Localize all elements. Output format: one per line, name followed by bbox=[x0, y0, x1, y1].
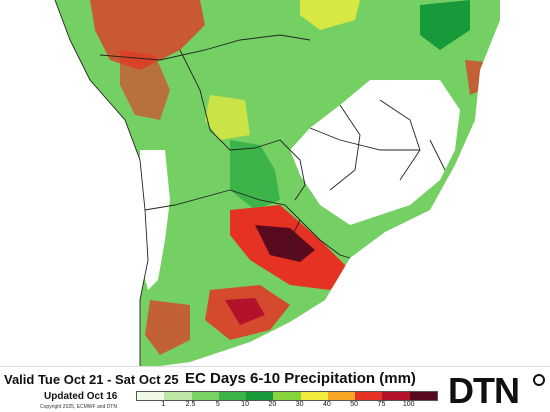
colorbar-segment bbox=[164, 392, 192, 400]
dtn-logo: DTN bbox=[448, 370, 545, 410]
colorbar-tick-label: 10 bbox=[241, 401, 249, 408]
moderate-rain-chaco bbox=[230, 140, 280, 210]
precip-colorbar bbox=[136, 391, 438, 401]
colorbar-segment bbox=[409, 392, 437, 400]
rain-bolivia bbox=[205, 95, 250, 140]
rain-patagonia bbox=[145, 300, 190, 355]
rain-north-center bbox=[300, 0, 360, 30]
heavy-rain-north-west bbox=[90, 0, 205, 70]
colorbar-segment bbox=[300, 392, 328, 400]
country-borders bbox=[54, 0, 446, 366]
rain-andes-north bbox=[120, 50, 170, 120]
colorbar-segment bbox=[327, 392, 356, 400]
svg-text:DTN: DTN bbox=[448, 370, 519, 410]
colorbar-tick-label: 50 bbox=[350, 401, 359, 408]
map-title: EC Days 6-10 Precipitation (mm) bbox=[185, 370, 416, 387]
colorbar-tick-label: 40 bbox=[323, 401, 331, 408]
copyright-text: Copyright 2025, ECMWF and DTN bbox=[40, 404, 117, 410]
colorbar-segment bbox=[218, 392, 247, 400]
colorbar-tick-label: 2.5 bbox=[185, 401, 196, 408]
colorbar-tick-label: 1 bbox=[161, 401, 166, 408]
legend-footer: Valid Tue Oct 21 - Sat Oct 25 EC Days 6-… bbox=[0, 366, 550, 412]
rain-north-east bbox=[420, 0, 470, 50]
colorbar-segment bbox=[355, 392, 383, 400]
very-heavy-rain-core bbox=[255, 225, 315, 262]
rain-south-core bbox=[225, 298, 265, 325]
colorbar-segment bbox=[273, 392, 301, 400]
colorbar-tick-label: 100 bbox=[402, 401, 415, 408]
valid-date-range: Valid Tue Oct 21 - Sat Oct 25 bbox=[4, 372, 179, 387]
colorbar-tick-label: 5 bbox=[215, 401, 220, 408]
updated-date: Updated Oct 16 bbox=[44, 391, 118, 402]
colorbar-segment bbox=[382, 392, 410, 400]
dry-area-brazil bbox=[290, 80, 460, 225]
colorbar-ticks: 1 2.5 5 10 20 30 40 50 75 100 bbox=[136, 401, 436, 411]
precipitation-map bbox=[54, 0, 500, 366]
colorbar-tick-label: 20 bbox=[268, 401, 277, 408]
colorbar-tick-label: 30 bbox=[295, 401, 304, 408]
colorbar-segment bbox=[191, 392, 219, 400]
colorbar-tick-label: 75 bbox=[377, 401, 386, 408]
colorbar-segment bbox=[137, 392, 165, 400]
colorbar-segment bbox=[246, 392, 274, 400]
